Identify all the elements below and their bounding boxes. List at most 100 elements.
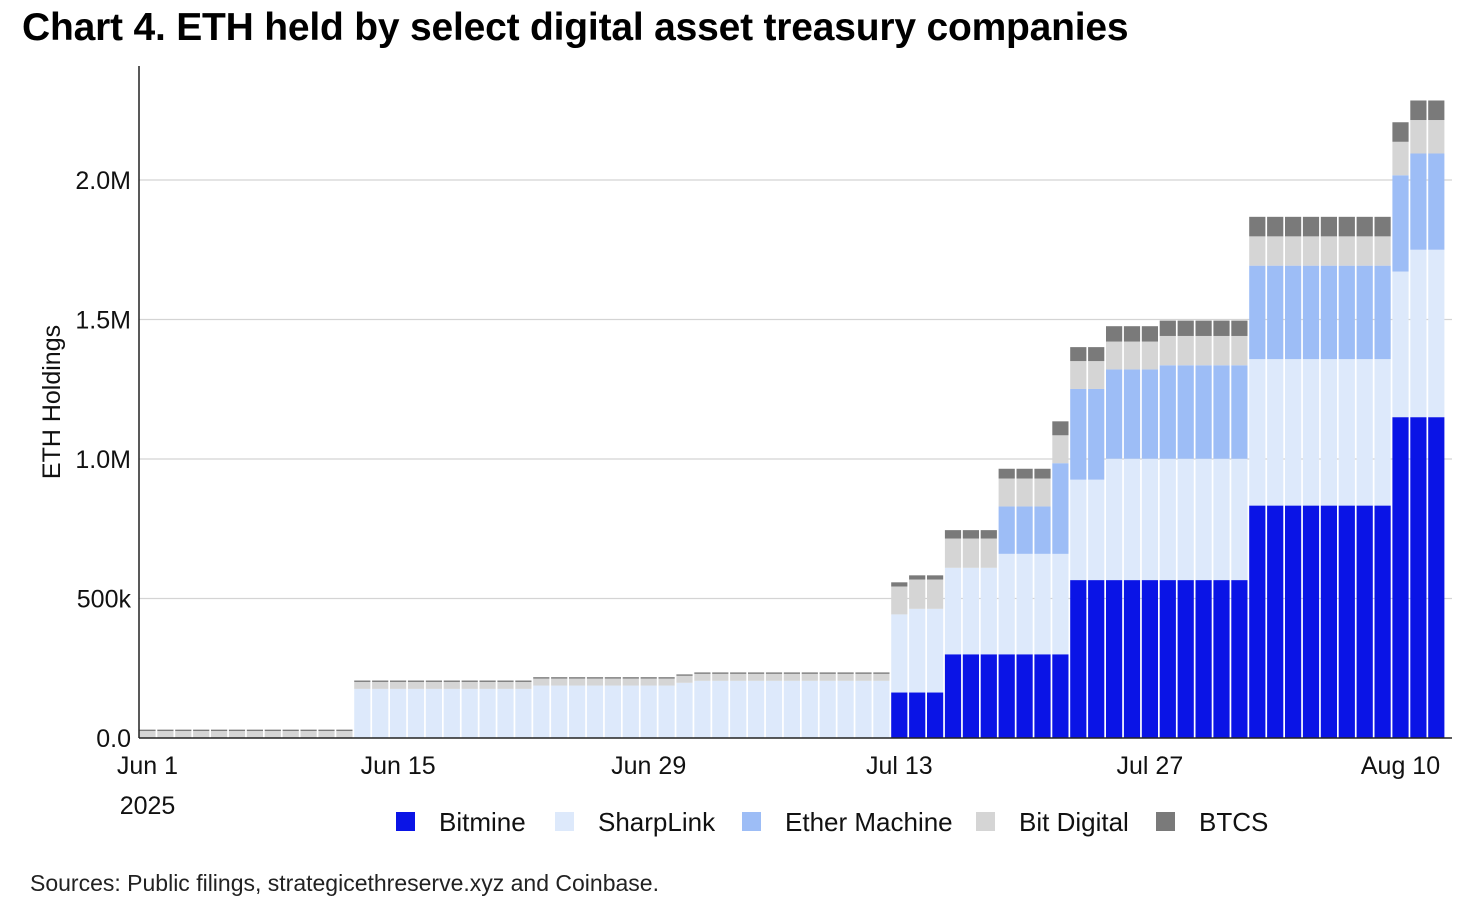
bar-segment-sharplink <box>855 680 872 738</box>
bar-stack <box>855 672 872 738</box>
bar-segment-bitmine <box>1410 417 1427 738</box>
bar-segment-bit-digital <box>515 681 532 689</box>
bar-segment-ether-machine <box>1356 265 1373 360</box>
bar-stack <box>980 530 997 738</box>
bar-stack <box>837 672 854 738</box>
bar-segment-btcs <box>1034 468 1051 479</box>
bar-stack <box>497 680 514 738</box>
bar-segment-btcs <box>461 680 478 682</box>
bar-segment-bit-digital <box>282 731 299 738</box>
bar-stack <box>569 677 586 738</box>
bar-segment-btcs <box>712 672 729 674</box>
bar-segment-ether-machine <box>998 506 1015 554</box>
bar-segment-bit-digital <box>998 478 1015 507</box>
bar-segment-bit-digital <box>1016 478 1033 507</box>
bar-segment-bitmine <box>1088 580 1105 738</box>
bar-segment-btcs <box>228 729 246 732</box>
bar-stack <box>1356 216 1373 738</box>
bar-stack <box>300 729 317 738</box>
legend-swatch <box>396 812 415 831</box>
bar-stack <box>354 680 371 738</box>
bar-stack <box>1052 421 1069 738</box>
bar-segment-bit-digital <box>730 673 747 681</box>
x-tick-label: Jun 15 <box>361 752 436 780</box>
bar-segment-btcs <box>1410 100 1427 121</box>
bar-segment-bit-digital <box>891 586 908 615</box>
bar-segment-bit-digital <box>300 731 317 738</box>
bar-segment-ether-machine <box>1177 365 1194 459</box>
bar-segment-btcs <box>497 680 514 682</box>
bar-stack <box>139 729 156 738</box>
bar-segment-bitmine <box>1016 654 1033 738</box>
bar-segment-sharplink <box>837 680 854 738</box>
bar-segment-btcs <box>246 729 263 732</box>
bar-stack <box>372 680 389 738</box>
bar-segment-bit-digital <box>1213 335 1230 366</box>
bar-segment-btcs <box>1159 320 1176 336</box>
bar-segment-ether-machine <box>1267 265 1284 360</box>
bar-segment-bit-digital <box>479 681 496 689</box>
bar-segment-ether-machine <box>1302 265 1320 360</box>
bar-segment-bitmine <box>1356 505 1373 738</box>
bar-segment-sharplink <box>1070 479 1087 581</box>
bar-segment-btcs <box>891 582 908 587</box>
bar-segment-btcs <box>1177 320 1194 336</box>
legend-label: BTCS <box>1199 807 1268 837</box>
bar-segment-btcs <box>962 530 979 539</box>
bar-stack <box>1070 347 1087 738</box>
bar-segment-bit-digital <box>354 681 371 689</box>
bar-stack <box>927 575 944 738</box>
bar-stack <box>157 729 174 738</box>
bar-segment-sharplink <box>1374 359 1391 506</box>
bar-segment-btcs <box>1052 421 1069 436</box>
bar-stack <box>407 680 425 738</box>
bar-segment-btcs <box>676 674 693 676</box>
bar-stack <box>193 729 210 738</box>
bar-segment-bit-digital <box>1356 236 1373 266</box>
bar-segment-bit-digital <box>497 681 514 689</box>
bar-segment-btcs <box>479 680 496 682</box>
bar-segment-bit-digital <box>372 681 389 689</box>
bar-segment-bit-digital <box>390 681 407 689</box>
bar-segment-btcs <box>336 729 353 732</box>
bar-segment-bitmine <box>1177 580 1194 738</box>
bar-stack <box>533 677 550 738</box>
bar-segment-btcs <box>175 729 192 732</box>
bar-segment-sharplink <box>640 685 657 738</box>
bar-segment-bitmine <box>1052 654 1069 738</box>
bar-segment-ether-machine <box>1052 463 1069 554</box>
bar-segment-bitmine <box>1123 580 1141 738</box>
legend: Bitmine SharpLink Ether Machine Bit Digital… <box>396 807 1268 837</box>
legend-label: Bitmine <box>439 807 526 837</box>
bar-segment-bit-digital <box>139 731 156 738</box>
bar-stack <box>1141 326 1158 738</box>
bar-stack <box>819 672 836 738</box>
bar-segment-btcs <box>1106 326 1123 342</box>
bar-segment-bit-digital <box>640 678 657 686</box>
bar-segment-btcs <box>1231 320 1248 336</box>
bar-segment-bitmine <box>891 692 908 738</box>
bar-segment-btcs <box>569 677 586 679</box>
bar-stack <box>1016 468 1033 738</box>
bar-stack <box>658 677 675 738</box>
legend-swatch <box>1156 812 1175 831</box>
bar-segment-bit-digital <box>1141 341 1158 370</box>
bar-segment-sharplink <box>1034 553 1051 655</box>
bar-segment-bit-digital <box>783 673 800 681</box>
bar-segment-bitmine <box>1302 505 1320 738</box>
bar-segment-sharplink <box>1231 458 1248 581</box>
bar-segment-bit-digital <box>1374 236 1391 266</box>
bar-stack <box>1285 216 1302 738</box>
bar-segment-sharplink <box>443 688 460 738</box>
bar-segment-bit-digital <box>855 673 872 681</box>
bar-segment-bit-digital <box>962 538 979 568</box>
bar-segment-btcs <box>1088 347 1105 362</box>
bar-stack <box>640 677 657 738</box>
bar-segment-ether-machine <box>1034 506 1051 554</box>
bar-segment-bit-digital <box>1159 335 1176 366</box>
bar-segment-bit-digital <box>246 731 263 738</box>
bar-segment-ether-machine <box>1338 265 1355 360</box>
bar-segment-bit-digital <box>873 673 890 681</box>
bar-segment-btcs <box>211 729 228 732</box>
